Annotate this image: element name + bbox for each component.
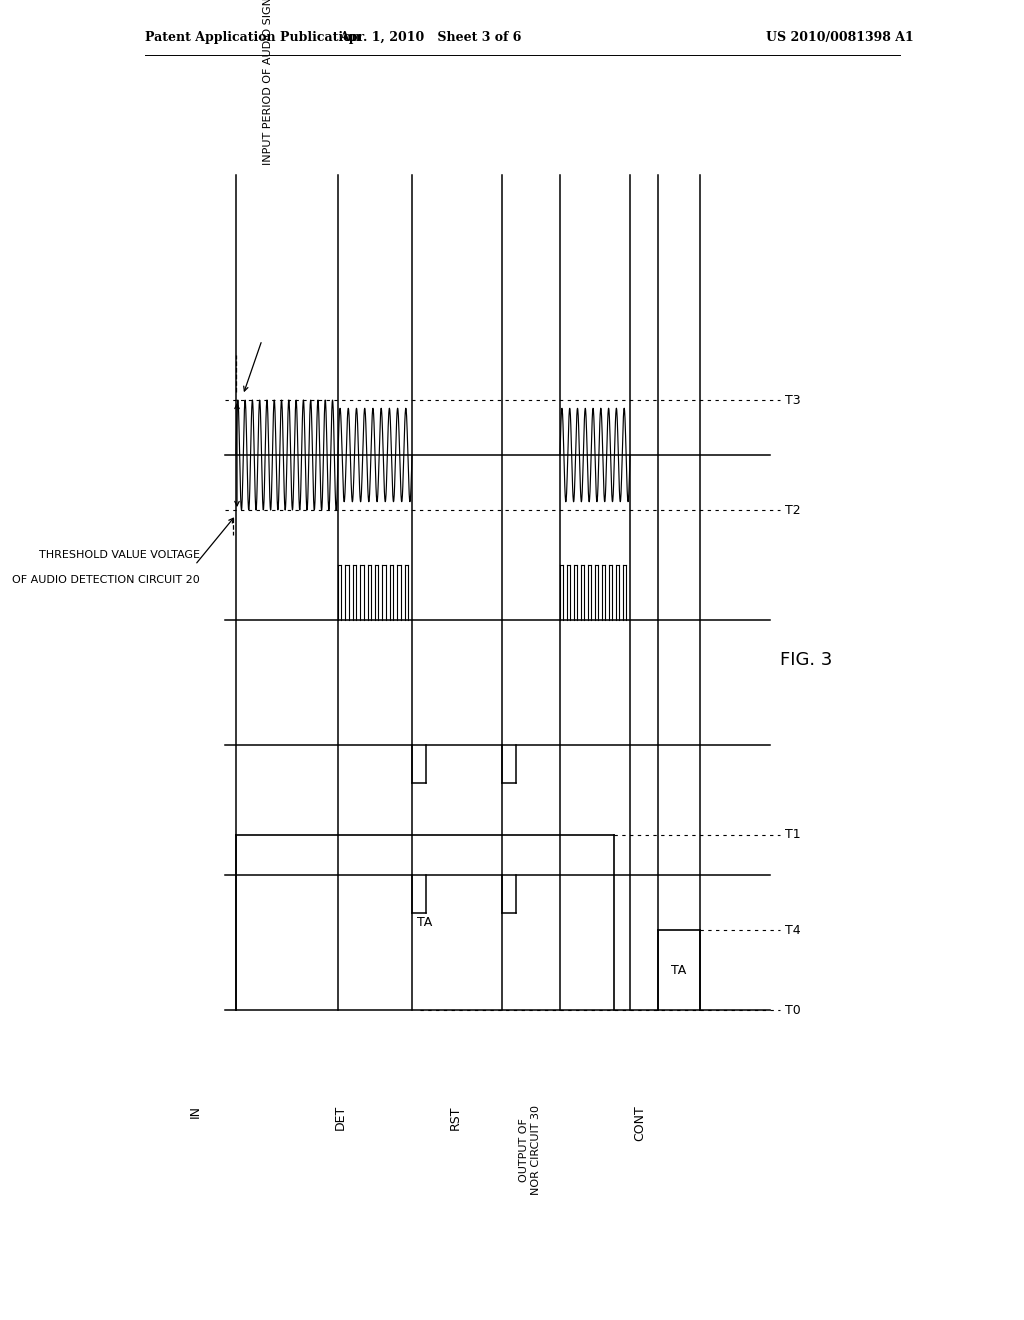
Text: Apr. 1, 2010   Sheet 3 of 6: Apr. 1, 2010 Sheet 3 of 6 xyxy=(339,32,521,45)
Text: Patent Application Publication: Patent Application Publication xyxy=(145,32,360,45)
Text: TA: TA xyxy=(418,916,432,929)
Text: T4: T4 xyxy=(785,924,801,936)
Text: THRESHOLD VALUE VOLTAGE: THRESHOLD VALUE VOLTAGE xyxy=(39,550,200,560)
Text: T3: T3 xyxy=(785,393,801,407)
Text: CONT: CONT xyxy=(634,1105,646,1140)
Text: DET: DET xyxy=(334,1105,346,1130)
Text: TA: TA xyxy=(672,964,687,977)
Text: T2: T2 xyxy=(785,503,801,516)
Text: FIG. 3: FIG. 3 xyxy=(780,651,833,669)
Text: US 2010/0081398 A1: US 2010/0081398 A1 xyxy=(766,32,913,45)
Text: RST: RST xyxy=(449,1105,462,1130)
Text: T1: T1 xyxy=(785,829,801,842)
Text: OF AUDIO DETECTION CIRCUIT 20: OF AUDIO DETECTION CIRCUIT 20 xyxy=(12,576,200,585)
Text: OUTPUT OF
NOR CIRCUIT 30: OUTPUT OF NOR CIRCUIT 30 xyxy=(519,1105,542,1195)
Text: T0: T0 xyxy=(785,1003,801,1016)
Text: IN: IN xyxy=(188,1105,202,1118)
Text: INPUT PERIOD OF AUDIO SIGNAL IN: INPUT PERIOD OF AUDIO SIGNAL IN xyxy=(263,0,273,165)
